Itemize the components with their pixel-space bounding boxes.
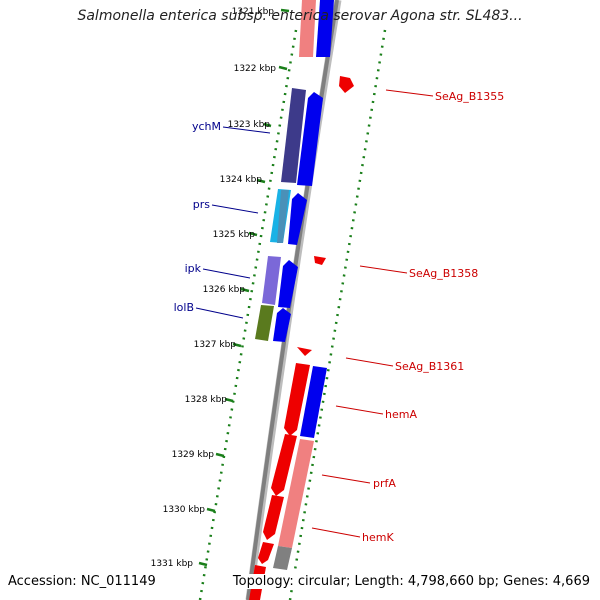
gene-feature bbox=[288, 193, 307, 245]
gene-feature bbox=[300, 366, 327, 438]
kbp-ticks bbox=[198, 8, 290, 567]
kbp-labels: 1321 kbp 1322 kbp 1323 kbp 1324 kbp 1325… bbox=[151, 4, 278, 569]
gene-label-ychM: ychM bbox=[192, 120, 221, 133]
gene-feature bbox=[273, 308, 291, 342]
gene-label-SeAg_B1361: SeAg_B1361 bbox=[395, 360, 464, 373]
inner-dotted-ring bbox=[198, 29, 298, 600]
left-label-lines bbox=[195, 126, 271, 319]
gene-feature bbox=[316, 0, 334, 57]
gene-feature-hemA bbox=[284, 363, 310, 436]
kbp-label: 1331 kbp bbox=[151, 559, 194, 569]
gene-label-lolB: lolB bbox=[174, 301, 194, 314]
features bbox=[249, 0, 354, 600]
gene-feature bbox=[339, 76, 354, 93]
gene-feature-ipk bbox=[262, 256, 281, 305]
accession-text: Accession: NC_011149 bbox=[8, 574, 156, 589]
map-title: Salmonella enterica subsp. enterica sero… bbox=[77, 8, 523, 24]
kbp-label: 1323 kbp bbox=[228, 120, 271, 130]
right-labels: SeAg_B1355 SeAg_B1358 SeAg_B1361 hemA pr… bbox=[362, 90, 504, 544]
gene-feature-prfA-light bbox=[278, 439, 314, 548]
gene-label-prs: prs bbox=[193, 198, 211, 211]
gene-feature bbox=[314, 256, 326, 265]
gene-label-hemK: hemK bbox=[362, 531, 394, 544]
gene-feature bbox=[297, 347, 312, 356]
gene-feature bbox=[258, 542, 274, 564]
gene-feature bbox=[277, 190, 289, 243]
right-label-lines bbox=[311, 89, 434, 538]
gene-feature bbox=[278, 260, 298, 308]
gene-label-prfA: prfA bbox=[373, 477, 396, 490]
kbp-label: 1330 kbp bbox=[163, 505, 206, 515]
gene-label-ipk: ipk bbox=[185, 262, 202, 275]
gene-feature-prfA bbox=[271, 434, 297, 496]
outer-dotted-ring bbox=[288, 29, 387, 600]
left-labels: ychM prs ipk lolB bbox=[174, 120, 221, 314]
kbp-label: 1322 kbp bbox=[234, 64, 277, 74]
gene-feature-lolB bbox=[255, 305, 274, 341]
gene-label-SeAg_B1355: SeAg_B1355 bbox=[435, 90, 504, 103]
gene-feature-hemK bbox=[263, 495, 284, 540]
kbp-label: 1325 kbp bbox=[213, 230, 256, 240]
gene-feature bbox=[297, 92, 323, 186]
topology-text: Topology: circular; Length: 4,798,660 bp… bbox=[230, 574, 590, 589]
kbp-label: 1328 kbp bbox=[185, 395, 228, 405]
kbp-label: 1329 kbp bbox=[172, 450, 215, 460]
kbp-label: 1326 kbp bbox=[203, 285, 246, 295]
gene-label-SeAg_B1358: SeAg_B1358 bbox=[409, 267, 478, 280]
kbp-label: 1327 kbp bbox=[194, 340, 237, 350]
gene-label-hemA: hemA bbox=[385, 408, 417, 421]
kbp-label: 1321 kbp bbox=[232, 7, 275, 17]
gene-feature bbox=[299, 0, 316, 57]
kbp-label: 1324 kbp bbox=[220, 175, 263, 185]
gene-feature-ychM bbox=[281, 88, 306, 183]
gene-feature bbox=[273, 546, 292, 570]
